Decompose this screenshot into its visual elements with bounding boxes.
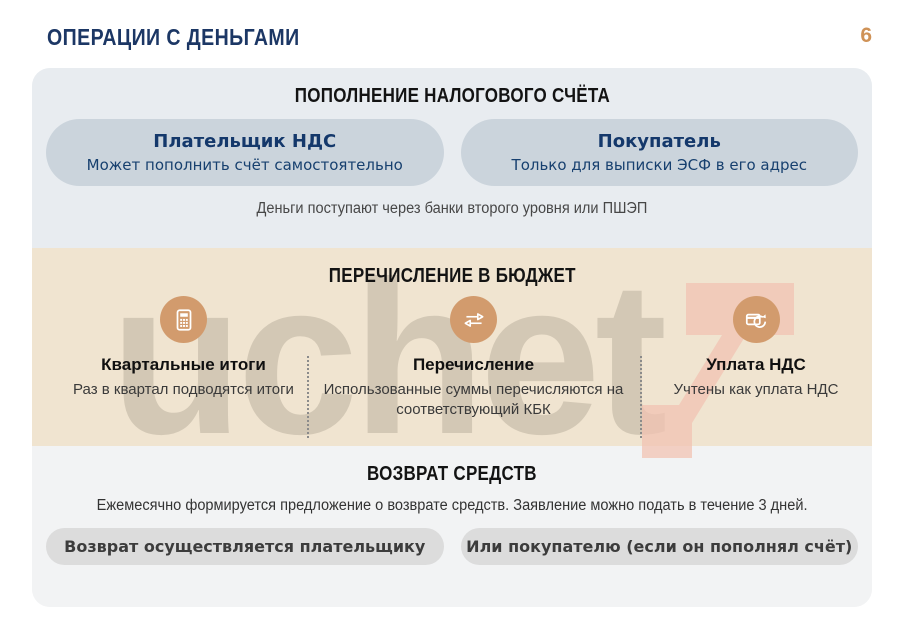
section-topup-title: ПОПОЛНЕНИЕ НАЛОГОВОГО СЧЁТА	[294, 85, 610, 107]
transfer-title: Перечисление	[412, 355, 535, 374]
page-title: ОПЕРАЦИИ С ДЕНЬГАМИ	[47, 24, 300, 50]
section-transfer: ПЕРЕЧИСЛЕНИЕ В БЮДЖЕТ	[32, 248, 872, 446]
vat-payer-pill: Плательщик НДС Может пополнить счёт само…	[46, 119, 444, 186]
card-refresh-icon	[732, 296, 780, 343]
transfer-column: Перечисление Использованные суммы перечи…	[307, 296, 640, 421]
section-topup: ПОПОЛНЕНИЕ НАЛОГОВОГО СЧЁТА Плательщик Н…	[32, 68, 872, 248]
transfer-columns: Квартальные итоги Раз в квартал подводят…	[32, 296, 872, 421]
refund-to-payer-pill: Возврат осуществляется плательщику	[46, 528, 444, 565]
buyer-pill: Покупатель Только для выписки ЭСФ в его …	[460, 119, 858, 186]
page-number: 6	[860, 24, 872, 47]
section-refund: ВОЗВРАТ СРЕДСТВ Ежемесячно формируется п…	[32, 446, 872, 607]
vat-payer-title: Плательщик НДС	[153, 131, 337, 152]
section-refund-title: ВОЗВРАТ СРЕДСТВ	[367, 463, 537, 485]
buyer-subtitle: Только для выписки ЭСФ в его адрес	[511, 156, 807, 174]
vat-payment-title: Уплата НДС	[706, 355, 806, 374]
refund-to-buyer-pill: Или покупателю (если он пополнял счёт)	[460, 528, 858, 565]
dotted-divider	[307, 356, 309, 438]
buyer-title: Покупатель	[597, 131, 721, 152]
page-header: ОПЕРАЦИИ С ДЕНЬГАМИ 6	[47, 24, 872, 51]
infographic-card: uchet ПОПОЛНЕНИЕ НАЛОГОВОГО СЧЁТА Плател…	[32, 68, 872, 607]
quarterly-results-column: Квартальные итоги Раз в квартал подводят…	[32, 296, 307, 421]
quarterly-results-title: Квартальные итоги	[101, 355, 266, 374]
refund-note: Ежемесячно формируется предложение о воз…	[96, 497, 808, 514]
transfer-subtitle: Использованные суммы перечисляются на со…	[323, 381, 624, 419]
topup-note: Деньги поступают через банки второго уро…	[256, 200, 648, 217]
transfer-arrows-icon	[450, 296, 497, 343]
dotted-divider	[640, 356, 642, 438]
refund-pills-row: Возврат осуществляется плательщику Или п…	[32, 528, 872, 565]
topup-pills-row: Плательщик НДС Может пополнить счёт само…	[32, 119, 872, 186]
quarterly-results-subtitle: Раз в квартал подводятся итоги	[73, 381, 294, 398]
vat-payment-subtitle: Учтены как уплата НДС	[673, 381, 839, 398]
vat-payment-column: Уплата НДС Учтены как уплата НДС	[640, 296, 872, 421]
vat-payer-subtitle: Может пополнить счёт самостоятельно	[86, 156, 403, 174]
calculator-icon	[160, 296, 207, 343]
section-transfer-title: ПЕРЕЧИСЛЕНИЕ В БЮДЖЕТ	[328, 265, 576, 287]
